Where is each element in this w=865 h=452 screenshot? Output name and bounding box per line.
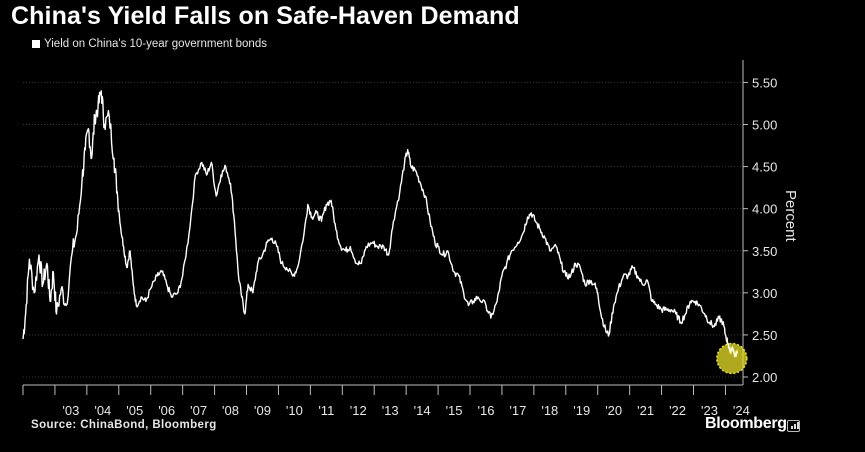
y-tick-label: 5.00: [752, 118, 777, 133]
y-tick-label: 2.50: [752, 328, 777, 343]
brand-mark-icon: [787, 420, 800, 432]
brand-logo: Bloomberg: [705, 415, 787, 432]
x-tick-label: '14: [414, 403, 431, 418]
x-tick-label: '17: [509, 403, 526, 418]
x-tick-label: '10: [286, 403, 303, 418]
x-tick-label: '23: [701, 403, 718, 418]
legend-label: Yield on China's 10-year government bond…: [44, 38, 267, 50]
source-note: Source: ChinaBond, Bloomberg: [31, 419, 217, 431]
y-tick-label: 4.50: [752, 160, 777, 175]
series-line-tail: [727, 343, 739, 358]
y-tick-label: 4.00: [752, 202, 777, 217]
y-axis: 2.00 2.50 3.00 3.50 4.00 4.50 5.00 5.50: [742, 60, 777, 385]
series-line-china-10y-yield: [22, 90, 739, 358]
legend: Yield on China's 10-year government bond…: [32, 38, 267, 50]
y-tick-label: 3.50: [752, 244, 777, 259]
x-axis: '03 '04 '05 '06 '07 '08 '09 '10 '11 '12 '13 '14 '15 '…: [22, 384, 750, 418]
x-tick-label: '18: [541, 403, 558, 418]
y-tick-label: 3.00: [752, 286, 777, 301]
x-tick-label: '05: [126, 403, 143, 418]
y-tick-label: 2.00: [752, 370, 777, 385]
x-tick-label: '22: [669, 403, 686, 418]
x-tick-label: '24: [733, 403, 750, 418]
x-tick-label: '08: [222, 403, 239, 418]
x-tick-label: '12: [350, 403, 367, 418]
x-tick-label: '09: [254, 403, 271, 418]
gridlines: [23, 81, 743, 378]
x-tick-label: '16: [477, 403, 494, 418]
x-tick-label: '11: [318, 403, 334, 418]
x-tick-label: '04: [94, 403, 111, 418]
chart-title: China's Yield Falls on Safe-Haven Demand: [11, 2, 520, 30]
x-tick-label: '20: [605, 403, 622, 418]
x-tick-label: '13: [382, 403, 399, 418]
x-tick-label: '03: [62, 403, 79, 418]
highlight-circle: [716, 342, 748, 375]
x-tick-label: '07: [190, 403, 207, 418]
x-tick-label: '21: [637, 403, 654, 418]
y-tick-label: 5.50: [752, 75, 777, 90]
x-tick-label: '15: [446, 403, 463, 418]
y-axis-label: Percent: [782, 190, 799, 243]
x-tick-label: '19: [573, 403, 590, 418]
legend-swatch: [32, 40, 40, 48]
x-tick-label: '06: [158, 403, 175, 418]
annotations: [716, 342, 748, 375]
